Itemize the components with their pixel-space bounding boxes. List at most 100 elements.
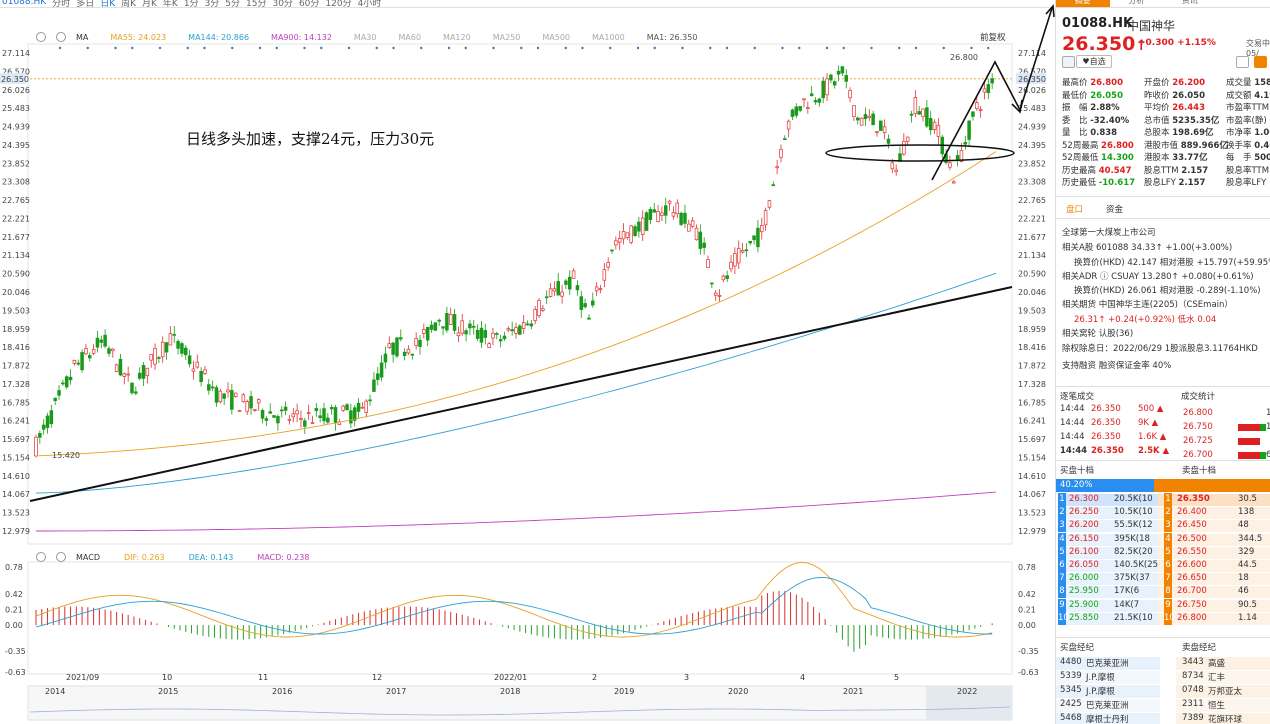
bid-price[interactable]: 26.000: [1069, 573, 1099, 584]
bell-icon[interactable]: [1236, 56, 1249, 68]
stat-value: 26.050: [1172, 90, 1206, 101]
ma-legend-item[interactable]: MA120: [443, 32, 471, 42]
ask-price[interactable]: 26.650: [1177, 573, 1207, 584]
info-line[interactable]: 相关窝轮 认股(36): [1062, 329, 1134, 339]
period-tab[interactable]: 周K: [121, 0, 137, 8]
y-tick-right: 20.590: [1018, 270, 1046, 279]
ask-price[interactable]: 26.400: [1177, 507, 1207, 518]
settings-icon[interactable]: [36, 32, 46, 42]
right-tab[interactable]: 摘要: [1056, 0, 1110, 7]
ma-legend-item[interactable]: MA55: 24.023: [110, 32, 167, 42]
adjust-mode-button[interactable]: 前复权: [980, 33, 1006, 43]
info-line[interactable]: 相关期货 中国神华主连(2205)（CSEmain）: [1062, 300, 1233, 310]
period-tab[interactable]: 15分: [246, 0, 267, 8]
arrow-up-line[interactable]: [1019, 7, 1053, 111]
period-tab[interactable]: 年K: [162, 0, 178, 8]
sell-broker-row[interactable]: [1176, 713, 1270, 724]
sub-tab[interactable]: 资金: [1106, 205, 1124, 215]
ask-price[interactable]: 26.800: [1177, 612, 1207, 623]
tag-icon[interactable]: [1062, 56, 1075, 68]
info-line[interactable]: 26.31↑ +0.24(+0.92%) 低水 0.04: [1074, 315, 1217, 325]
period-tab[interactable]: 多日: [76, 0, 95, 8]
visibility-icon[interactable]: [56, 552, 66, 562]
macd-indicator-label[interactable]: MACD: [76, 552, 100, 562]
info-line[interactable]: 换算价(HKD) 26.061 相对港股 -0.289(-1.10%): [1074, 286, 1261, 296]
timeline-window[interactable]: [926, 686, 1012, 720]
period-tab[interactable]: 4小时: [357, 0, 382, 8]
ma-legend-item[interactable]: MA1000: [592, 32, 625, 42]
visibility-icon[interactable]: [56, 32, 66, 42]
period-tab[interactable]: 3分: [204, 0, 220, 8]
period-tab[interactable]: 5分: [225, 0, 241, 8]
period-tab[interactable]: 1分: [183, 0, 199, 8]
ma-legend-item[interactable]: MA250: [492, 32, 521, 42]
ma-legend-item[interactable]: MA500: [542, 32, 571, 42]
bid-price[interactable]: 26.250: [1069, 507, 1099, 518]
period-tab[interactable]: 30分: [272, 0, 293, 8]
buy-broker-row[interactable]: [1056, 713, 1160, 724]
bid-price[interactable]: 25.900: [1069, 599, 1099, 610]
ma-indicator-label[interactable]: MA: [76, 32, 89, 42]
period-tab[interactable]: 120分: [325, 0, 352, 8]
ask-price[interactable]: 26.550: [1177, 546, 1207, 557]
info-line[interactable]: 换算价(HKD) 42.147 相对港股 +15.797(+59.95%): [1074, 258, 1270, 268]
forecast-arrow[interactable]: [931, 60, 1021, 181]
period-tab[interactable]: 60分: [298, 0, 320, 8]
ma-legend-item[interactable]: MA144: 20.866: [188, 32, 250, 42]
ask-price[interactable]: 26.350: [1177, 494, 1210, 504]
menu-icon[interactable]: [1254, 56, 1267, 68]
ma-legend-item[interactable]: MA30: [353, 32, 377, 42]
macd-legend-item[interactable]: DIF: 0.263: [123, 552, 165, 562]
sub-tab[interactable]: 盘口: [1066, 205, 1084, 215]
ask-price[interactable]: 26.750: [1177, 599, 1207, 610]
candle-body: [341, 405, 345, 411]
buy-broker-row[interactable]: [1056, 671, 1160, 684]
macd-legend-item[interactable]: DEA: 0.143: [188, 552, 234, 562]
support-trendline[interactable]: [29, 286, 1013, 502]
ask-price[interactable]: 26.600: [1177, 560, 1207, 570]
bid-price[interactable]: 26.200: [1069, 520, 1099, 531]
sell-broker-row[interactable]: [1176, 699, 1270, 712]
settings-icon[interactable]: [36, 552, 46, 562]
bid-price[interactable]: 26.050: [1069, 560, 1099, 570]
period-tab[interactable]: 日K: [100, 0, 116, 8]
bid-price[interactable]: 25.850: [1069, 612, 1099, 623]
candle-body: [68, 376, 73, 381]
ma-legend-item[interactable]: MA60: [398, 32, 422, 42]
right-tab[interactable]: [1217, 0, 1270, 7]
support-ellipse[interactable]: [825, 144, 1015, 162]
info-line[interactable]: 除权除息日：2022/06/29 1股派股息3.11764HKD: [1062, 344, 1258, 354]
bid-price[interactable]: 26.150: [1069, 533, 1099, 544]
ma-legend-item[interactable]: MA900: 14.132: [271, 32, 332, 42]
info-line[interactable]: 全球第一大煤炭上市公司: [1062, 228, 1156, 238]
info-line[interactable]: 支持融资 融资保证金率 40%: [1062, 361, 1172, 371]
toolbar-symbol[interactable]: 01088.HK: [2, 0, 47, 7]
ask-price[interactable]: 26.500: [1177, 533, 1207, 544]
ask-price[interactable]: 26.700: [1177, 586, 1207, 597]
macd-legend-item[interactable]: MACD: 0.238: [257, 552, 310, 562]
period-tab[interactable]: 月K: [142, 0, 157, 8]
bid-price[interactable]: 26.100: [1069, 546, 1099, 557]
info-line[interactable]: 相关ADR ⓘ CSUAY 13.280↑ +0.080(+0.61%): [1062, 272, 1254, 282]
add-favorite-button[interactable]: ♥自选: [1076, 55, 1112, 68]
ma-legend-item[interactable]: MA1: 26.350: [646, 32, 698, 42]
candle-body: [199, 371, 203, 383]
sell-broker-row[interactable]: [1176, 657, 1270, 670]
sell-broker-row[interactable]: [1176, 671, 1270, 684]
sell-broker-row[interactable]: [1176, 685, 1270, 698]
candle-body: [322, 408, 326, 422]
buy-broker-row[interactable]: [1056, 657, 1160, 670]
bid-volume: 375K(37: [1114, 573, 1150, 584]
period-tab[interactable]: 分时: [52, 0, 71, 8]
bid-price[interactable]: 26.300: [1069, 494, 1099, 504]
info-line[interactable]: 相关A股 601088 34.33↑ +1.00(+3.00%): [1062, 243, 1233, 253]
y-tick-left: 16.241: [2, 417, 30, 426]
candle-body: [894, 169, 898, 172]
right-tab[interactable]: 资讯: [1181, 0, 1198, 5]
ask-price[interactable]: 26.450: [1177, 520, 1207, 531]
buy-broker-row[interactable]: [1056, 685, 1160, 698]
bid-price[interactable]: 25.950: [1069, 586, 1099, 597]
buy-broker-row[interactable]: [1056, 699, 1160, 712]
right-tab[interactable]: 分析: [1128, 0, 1145, 5]
